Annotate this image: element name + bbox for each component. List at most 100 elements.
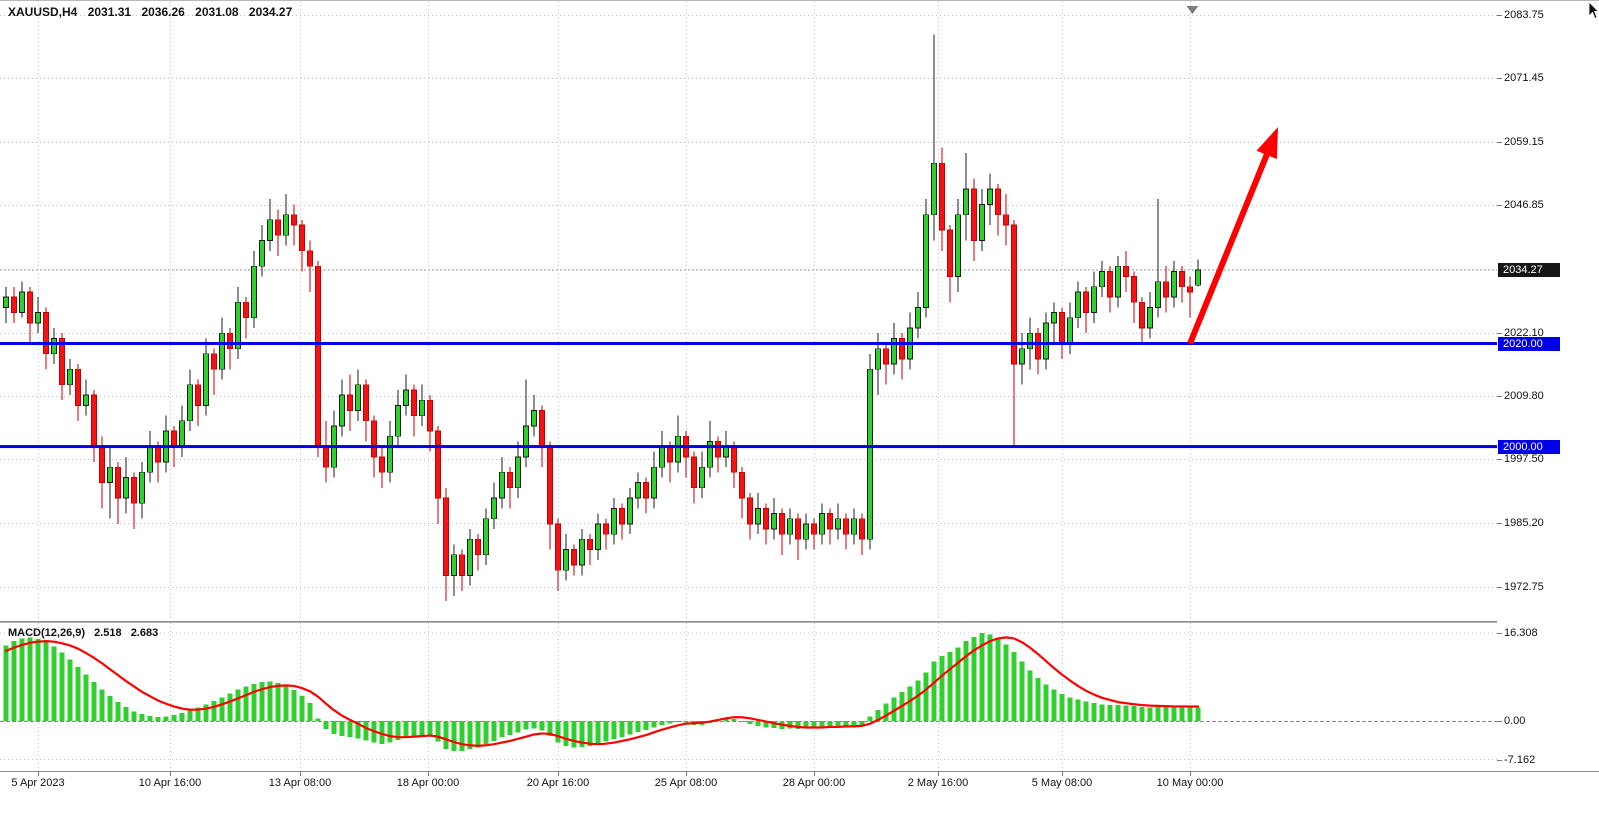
macd-chart-canvas[interactable]: [0, 623, 1497, 771]
candle: [1171, 270, 1177, 298]
macd-bar: [499, 721, 505, 738]
candle: [947, 229, 953, 277]
candle: [675, 435, 681, 463]
macd-bar: [1075, 699, 1081, 721]
macd-bar: [3, 645, 9, 721]
macd-bar: [595, 721, 601, 744]
candle: [1187, 286, 1193, 293]
macd-bar: [11, 641, 17, 721]
candle: [179, 420, 185, 447]
candle: [1131, 276, 1137, 303]
macd-bar: [339, 721, 345, 737]
candle: [435, 430, 441, 499]
candle: [227, 332, 233, 350]
candle: [555, 523, 561, 571]
time-axis-tick: [428, 772, 429, 776]
candle: [779, 513, 785, 535]
macd-name: MACD(12,26,9): [8, 627, 86, 639]
macd-bar: [755, 721, 761, 726]
macd-bar: [27, 637, 33, 721]
time-axis-tick: [938, 772, 939, 776]
price-axis-label: 2046.85: [1504, 199, 1544, 212]
candle: [803, 523, 809, 540]
macd-bar: [1067, 697, 1073, 721]
candle: [939, 162, 945, 231]
panel-splitter[interactable]: [0, 621, 1599, 623]
macd-bar: [91, 682, 97, 721]
candle: [379, 456, 385, 473]
macd-bar: [331, 721, 337, 734]
candle: [1059, 312, 1065, 344]
macd-bar: [1019, 661, 1025, 721]
macd-bar: [523, 721, 529, 730]
candle: [979, 203, 985, 241]
candle: [283, 214, 289, 236]
candle: [771, 513, 777, 530]
candle: [19, 291, 25, 313]
candle: [667, 446, 673, 463]
price-axis-label: 1972.75: [1504, 581, 1544, 593]
candle: [1003, 214, 1009, 226]
candle: [1011, 224, 1017, 365]
macd-bar: [771, 721, 777, 729]
price-chart-canvas[interactable]: [0, 1, 1497, 621]
macd-bar: [603, 721, 609, 742]
candle: [387, 435, 393, 473]
candle: [691, 456, 697, 489]
macd-axis-label: -7.162: [1504, 753, 1536, 766]
macd-bar: [251, 683, 257, 721]
macd-axis-label: 0.00: [1504, 715, 1526, 727]
price-axis-tick: [1497, 78, 1502, 79]
macd-bar: [51, 646, 57, 721]
candle: [395, 404, 401, 437]
macd-bar: [1059, 694, 1065, 721]
candle: [131, 477, 137, 504]
chart-shift-marker[interactable]: [1186, 6, 1199, 14]
candle: [27, 291, 33, 324]
macd-bar: [979, 633, 985, 721]
candle: [787, 518, 793, 535]
price-axis-tick: [1497, 587, 1502, 588]
time-axis[interactable]: 5 Apr 2023 10 Apr 16:00 13 Apr 08:00 18 Apr…: [0, 772, 1599, 813]
horizontal-line-2020.00[interactable]: [0, 342, 1497, 346]
macd-bar: [1051, 689, 1057, 721]
horizontal-line-2000.00[interactable]: [0, 445, 1497, 449]
macd-bar: [811, 721, 817, 729]
macd-bar: [1091, 703, 1097, 721]
candle: [763, 508, 769, 530]
macd-bar: [243, 686, 249, 721]
macd-bar: [1027, 670, 1033, 721]
candle: [267, 219, 273, 241]
candle: [971, 188, 977, 241]
macd-bar: [851, 721, 857, 726]
candle: [931, 162, 937, 216]
candle: [499, 471, 505, 499]
candle: [1027, 332, 1033, 350]
candle: [547, 446, 553, 525]
candle: [155, 446, 161, 463]
macd-bar: [483, 721, 489, 745]
price-axis-tick: [1497, 396, 1502, 397]
macd-bar: [995, 638, 1001, 721]
macd-bar: [827, 721, 833, 727]
price-axis-tick: [1497, 15, 1502, 16]
candles-series: [3, 34, 1201, 602]
price-axis[interactable]: 2020.00 2000.00 2083.75 2071.45 2059.15 2046.…: [1497, 1, 1599, 771]
macd-bar: [1147, 707, 1153, 721]
macd-bar: [795, 721, 801, 730]
macd-bar: [1163, 706, 1169, 721]
macd-axis-tick: [1497, 721, 1502, 722]
candle: [1179, 270, 1185, 288]
trend-arrow[interactable]: [1187, 127, 1278, 345]
candle: [1107, 270, 1113, 298]
candle: [1155, 281, 1161, 308]
candle: [707, 441, 713, 468]
macd-bar: [419, 721, 425, 736]
macd-bar: [627, 721, 633, 735]
candle: [835, 518, 841, 530]
macd-bar: [563, 721, 569, 746]
time-axis-label: 13 Apr 08:00: [268, 777, 332, 789]
price-axis-label: 2083.75: [1504, 9, 1544, 21]
macd-bar: [731, 718, 737, 721]
hline-price-tag: 2000.00: [1498, 439, 1560, 454]
